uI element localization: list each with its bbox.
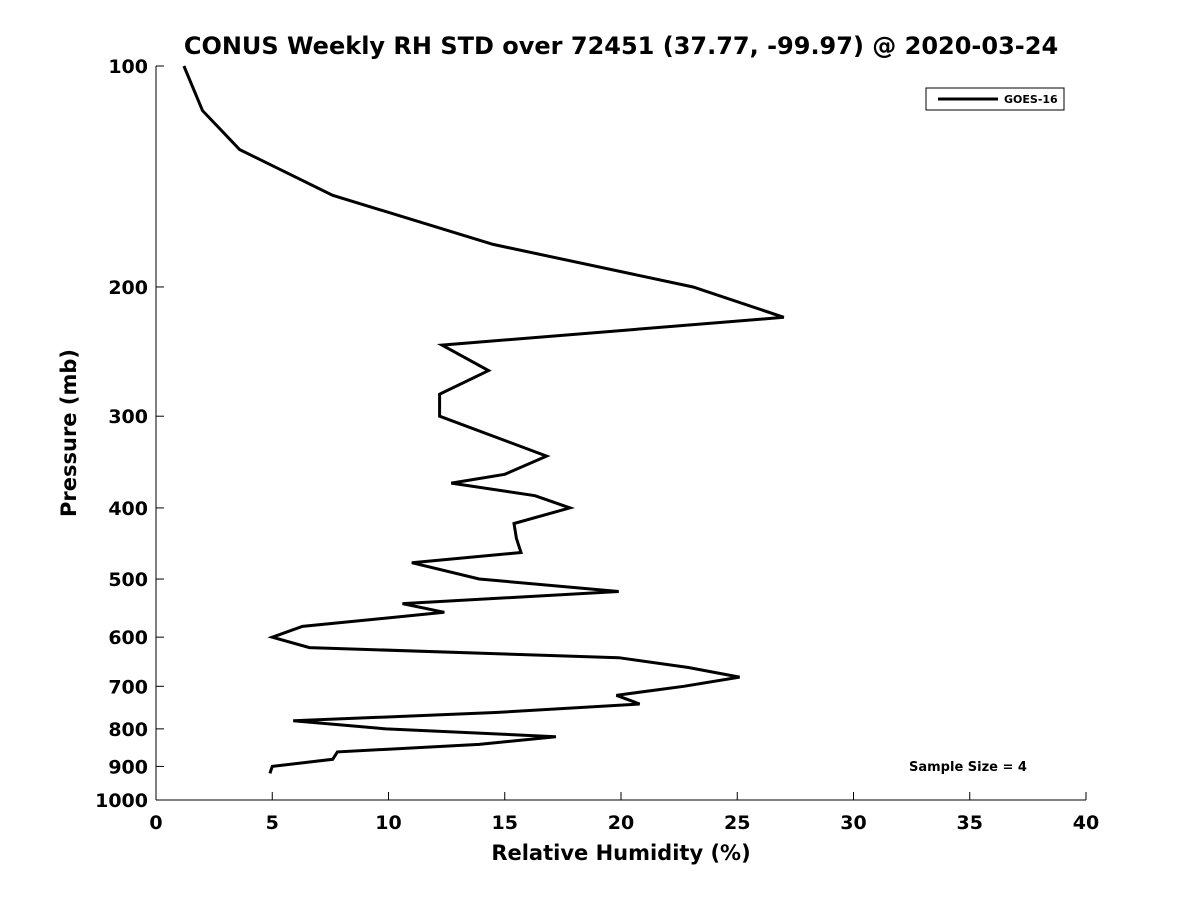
x-tick-label: 35 (957, 812, 983, 834)
y-tick-label: 500 (108, 569, 148, 591)
series-group (182, 65, 785, 774)
x-tick-label: 25 (724, 812, 750, 834)
legend-label-goes-16: GOES-16 (1004, 93, 1058, 106)
y-tick-label: 200 (108, 277, 148, 299)
y-tick-label: 300 (108, 406, 148, 428)
y-tick-label: 700 (108, 676, 148, 698)
series-line-goes-16 (182, 65, 785, 774)
y-tick-label: 600 (108, 627, 148, 649)
y-tick-label: 400 (108, 498, 148, 520)
y-tick-label: 100 (108, 56, 148, 78)
sample-size-annotation: Sample Size = 4 (909, 760, 1027, 775)
x-tick-label: 40 (1073, 812, 1099, 834)
x-tick-label: 20 (608, 812, 634, 834)
x-tick-label: 5 (266, 812, 279, 834)
y-tick-label: 800 (108, 719, 148, 741)
x-axis-label: Relative Humidity (%) (491, 841, 750, 865)
x-tick-label: 15 (492, 812, 518, 834)
x-tick-label: 10 (375, 812, 401, 834)
x-ticks: 0 5 10 15 20 25 30 35 40 (149, 792, 1099, 834)
y-tick-label: 1000 (95, 790, 148, 812)
y-axis-label: Pressure (mb) (57, 349, 81, 517)
y-tick-label: 900 (108, 756, 148, 778)
x-tick-label: 0 (149, 812, 162, 834)
legend: GOES-16 (925, 87, 1065, 111)
x-tick-label: 30 (840, 812, 866, 834)
chart-title: CONUS Weekly RH STD over 72451 (37.77, -… (184, 32, 1058, 60)
y-ticks: 100 200 300 400 500 600 700 800 900 1000 (95, 56, 164, 812)
